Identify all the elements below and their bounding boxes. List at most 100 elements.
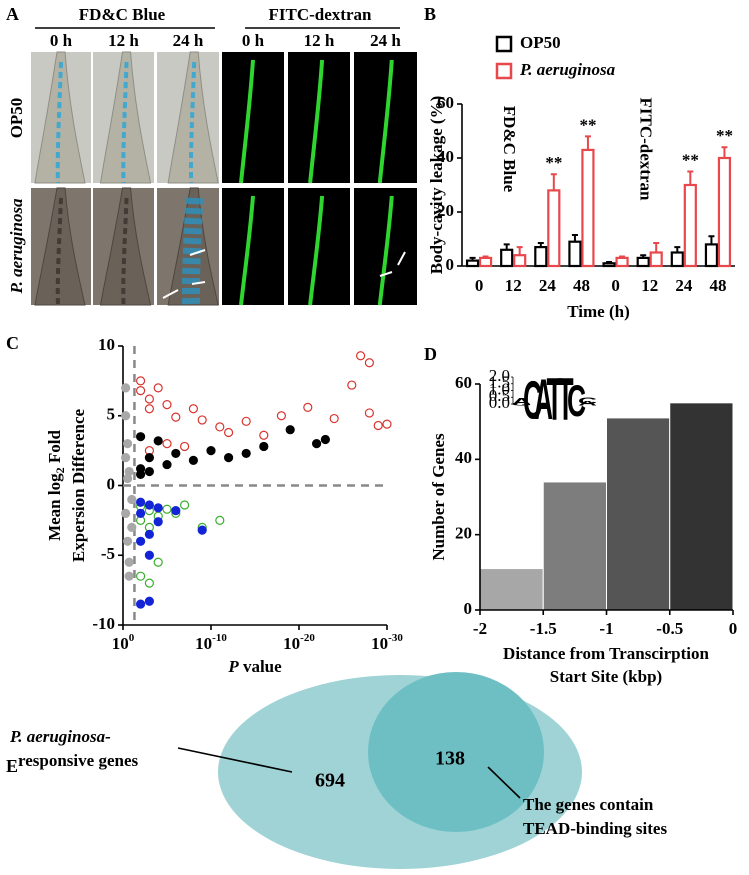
bar	[602, 262, 616, 268]
point	[121, 383, 131, 393]
logo-letter: A	[512, 396, 531, 407]
y-tick-label: 60	[437, 93, 454, 112]
point	[121, 411, 131, 421]
point	[153, 503, 163, 513]
panel-a: FD&C Blue FITC-dextran OP50 P. aeruginos…	[7, 5, 400, 295]
dye	[188, 61, 197, 184]
point	[241, 448, 251, 459]
point	[144, 529, 154, 539]
error-bar	[653, 242, 660, 253]
venn-label: P. aeruginosa-	[9, 727, 111, 746]
bar	[704, 243, 719, 268]
point	[162, 459, 172, 470]
panel-label: A	[6, 4, 19, 24]
x-tick-label: 48	[573, 276, 590, 295]
x-tick-label: -1	[599, 619, 613, 638]
tick-base: 10	[112, 634, 129, 653]
bar	[606, 417, 671, 611]
bar	[513, 254, 527, 268]
venn-inner	[368, 672, 544, 832]
point	[121, 508, 131, 519]
x-tick-label: 0	[475, 276, 484, 295]
error-bar	[708, 235, 715, 245]
time-label: 12 h	[108, 31, 139, 50]
panel-label: C	[6, 333, 19, 353]
error-bar	[674, 246, 681, 253]
point	[136, 469, 146, 479]
logo-letter: T	[546, 366, 562, 433]
group-label: FITC-dextran	[637, 98, 656, 201]
point	[241, 416, 251, 426]
venn-count: 694	[315, 770, 345, 792]
y-label-sub: 2	[53, 467, 67, 473]
error-bar	[606, 260, 613, 264]
point	[136, 508, 146, 519]
fluorescence	[377, 195, 394, 306]
arrow	[162, 289, 179, 299]
bar	[465, 259, 480, 268]
x-tick-label: -1.5	[530, 619, 557, 638]
bar	[542, 481, 607, 611]
y-tick-label: -10	[92, 614, 115, 633]
bar	[581, 148, 595, 268]
time-label: 24 h	[370, 31, 401, 50]
x-axis-label: Time (h)	[567, 302, 630, 321]
point	[136, 376, 146, 386]
logo-letter: C	[523, 370, 542, 431]
point	[162, 439, 172, 449]
error-bar	[640, 254, 647, 258]
point	[136, 599, 146, 609]
tick-base: 10	[283, 634, 300, 653]
point	[224, 427, 234, 438]
significance: **	[716, 126, 733, 145]
venn-label: responsive genes	[18, 751, 138, 770]
point	[153, 557, 163, 567]
point	[197, 525, 207, 535]
point	[197, 415, 207, 425]
point	[206, 446, 216, 456]
inset-tick-label: 2.0	[489, 366, 510, 385]
x-tick-label: 12	[505, 276, 522, 295]
worm	[99, 187, 152, 306]
logo-letter: C	[578, 396, 597, 407]
x-tick-label: 0	[729, 619, 738, 638]
inset-tick-label: 1.0	[489, 379, 510, 398]
y-tick-label: 40	[455, 448, 472, 467]
point	[136, 571, 146, 581]
y-label-tail: Fold	[45, 430, 64, 468]
point	[153, 383, 163, 393]
point	[171, 506, 181, 516]
x-axis-label: Distance from Transcirption	[503, 644, 709, 663]
x-tick-label: 10-20	[283, 632, 315, 653]
significance: **	[545, 153, 562, 172]
point	[123, 536, 133, 546]
fluorescence	[377, 59, 394, 184]
y-axis-label: Expersion Difference	[69, 408, 88, 562]
dye	[55, 61, 63, 184]
fluorescence	[308, 195, 325, 306]
panel-label: D	[424, 344, 437, 364]
tick-exponent: -10	[212, 632, 227, 644]
bar	[649, 251, 663, 268]
logo-letter: A	[534, 369, 553, 432]
arrow	[191, 281, 206, 285]
fluorescence	[239, 59, 255, 184]
inset-tick-label: 0.5	[489, 386, 510, 405]
error-bar	[516, 246, 523, 256]
x-tick-label: 48	[709, 276, 726, 295]
logo-letter: T	[557, 366, 573, 433]
logo-letter: G	[511, 401, 531, 406]
y-tick-label: 0	[464, 599, 473, 618]
point	[162, 399, 172, 410]
point	[127, 494, 137, 505]
point	[136, 386, 146, 396]
point	[127, 522, 137, 532]
point	[259, 441, 269, 452]
arrow	[379, 271, 393, 277]
point	[320, 434, 330, 445]
tick-exponent: 0	[129, 632, 135, 644]
point	[144, 394, 154, 404]
point	[303, 402, 313, 412]
point	[215, 422, 225, 432]
bar	[615, 256, 629, 268]
